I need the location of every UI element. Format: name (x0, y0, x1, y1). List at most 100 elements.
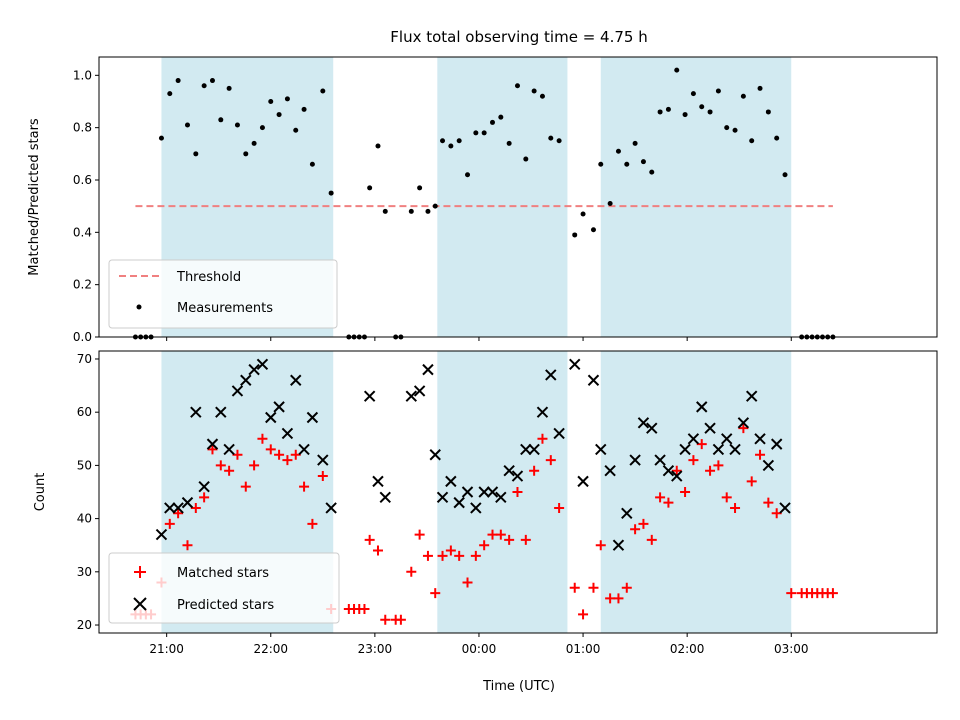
matched-point-9 (199, 492, 210, 503)
predicted-point-27 (429, 449, 441, 461)
matched-point-64 (663, 497, 674, 508)
matched-point-51 (545, 455, 556, 466)
predicted-point-30 (453, 496, 465, 509)
x-tick-label-5: 02:00 (670, 642, 705, 656)
bottom-x-ticks: 21:00 22:00 23:00 00:00 01:00 02:00 03:00 (149, 633, 809, 656)
top-y-tick-label-4: 0.8 (73, 121, 92, 135)
predicted-point-19 (317, 454, 329, 466)
matched-point-85 (827, 588, 838, 599)
bottom-axes-frame (98, 350, 938, 634)
measurement-point-57 (607, 201, 613, 207)
matched-point-23 (317, 471, 328, 482)
matched-point-31 (380, 614, 391, 625)
predicted-point-16 (290, 374, 302, 386)
predicted-point-64 (745, 390, 758, 402)
matched-point-61 (638, 518, 649, 529)
measurement-point-61 (640, 159, 646, 165)
measurement-point-76 (765, 109, 771, 115)
measurement-point-48 (523, 156, 529, 162)
bottom-y-tick-label-1: 30 (77, 565, 92, 579)
predicted-point-24 (405, 390, 418, 402)
measurement-point-55 (590, 227, 596, 233)
predicted-point-15 (281, 427, 294, 440)
matched-point-45 (495, 529, 506, 540)
predicted-point-44 (577, 475, 589, 488)
matched-point-53 (569, 582, 580, 593)
legend-matched-label: Matched stars (177, 566, 269, 581)
measurement-point-40 (456, 138, 462, 144)
measurement-point-53 (572, 232, 578, 238)
matched-point-19 (282, 455, 293, 466)
legend-measurements-swatch (136, 304, 142, 310)
matched-point-54 (578, 609, 589, 620)
predicted-point-13 (265, 411, 277, 424)
predicted-point-17 (298, 443, 310, 456)
matched-point-28 (359, 604, 370, 615)
matched-point-39 (445, 545, 456, 556)
predicted-point-48 (612, 539, 625, 551)
top-observing-windows (161, 57, 792, 337)
measurement-point-39 (448, 143, 454, 149)
matched-point-62 (646, 534, 657, 545)
bottom-y-tick-label-4: 60 (77, 405, 92, 419)
legend-matched-swatch (134, 566, 146, 578)
matched-point-70 (713, 460, 724, 471)
matched-point-59 (621, 582, 632, 593)
bottom-y-tick-label-2: 40 (77, 512, 92, 526)
measurement-point-45 (498, 114, 504, 120)
predicted-point-0 (155, 528, 168, 541)
predicted-point-8 (223, 443, 235, 456)
predicted-point-49 (621, 507, 633, 519)
predicted-point-57 (687, 433, 700, 445)
measurement-point-4 (158, 135, 164, 141)
legend-predicted-label: Predicted stars (177, 598, 274, 613)
measurement-point-62 (649, 169, 655, 175)
matched-point-18 (274, 449, 285, 460)
measurement-point-10 (209, 78, 215, 84)
measurement-point-11 (218, 117, 224, 123)
measurement-point-17 (268, 98, 274, 104)
measurement-point-73 (740, 93, 746, 99)
measurement-point-30 (375, 143, 381, 149)
predicted-point-51 (637, 417, 650, 429)
matched-point-71 (721, 492, 732, 503)
observing-window-1 (437, 57, 568, 337)
matched-point-14 (240, 481, 251, 492)
bottom-y-axis-label: Count (33, 473, 48, 512)
predicted-point-45 (587, 374, 600, 386)
predicted-point-1 (164, 502, 176, 514)
bottom-series-layer (130, 358, 838, 625)
predicted-point-32 (470, 502, 482, 514)
measurement-point-9 (201, 83, 207, 89)
measurement-point-75 (757, 85, 763, 91)
predicted-point-23 (379, 491, 391, 504)
predicted-point-6 (206, 438, 219, 450)
matched-point-10 (207, 444, 218, 455)
predicted-point-2 (172, 502, 184, 514)
measurement-point-65 (674, 67, 680, 73)
matched-point-69 (705, 465, 716, 476)
measurement-point-31 (382, 208, 388, 214)
predicted-point-31 (461, 486, 474, 498)
predicted-point-53 (654, 454, 666, 466)
matched-point-67 (688, 455, 699, 466)
bottom-legend: Matched stars Predicted stars (108, 552, 340, 624)
predicted-point-35 (495, 491, 507, 504)
measurement-point-41 (465, 172, 471, 178)
predicted-point-66 (762, 459, 775, 472)
matched-point-60 (630, 524, 641, 535)
measurement-point-8 (193, 151, 199, 157)
measurement-point-43 (481, 130, 487, 136)
matched-point-78 (786, 588, 797, 599)
matched-point-20 (290, 449, 301, 460)
predicted-point-11 (248, 363, 260, 376)
measurement-point-29 (367, 185, 373, 191)
bottom-panel: 20 30 40 50 60 70 21:00 22:00 23:00 00:00 01:00 02… (33, 350, 938, 694)
predicted-point-12 (256, 358, 269, 371)
predicted-point-5 (198, 480, 210, 493)
matched-point-35 (414, 529, 425, 540)
measurement-point-78 (782, 172, 788, 178)
matched-point-37 (430, 588, 441, 599)
predicted-point-22 (372, 475, 384, 488)
